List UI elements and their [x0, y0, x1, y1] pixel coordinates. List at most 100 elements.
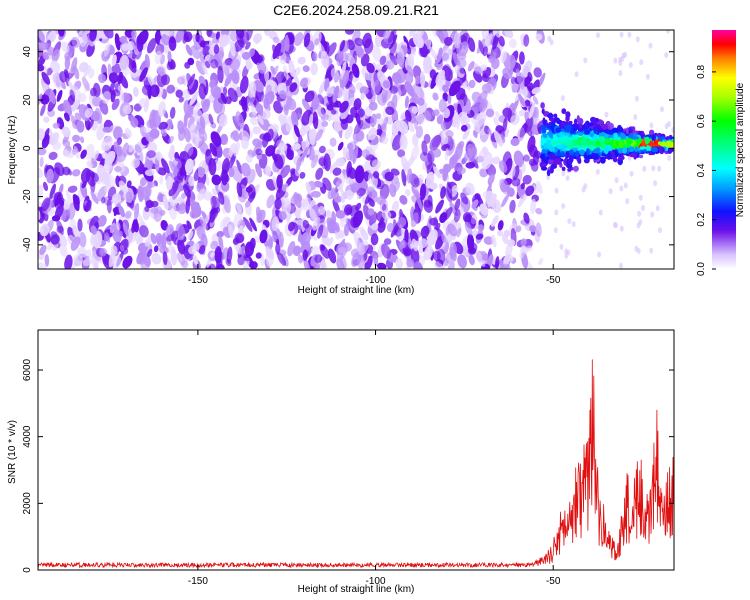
heatmap-cell [435, 51, 443, 65]
heatmap-cell [250, 102, 256, 117]
heatmap-cell [347, 167, 357, 180]
heatmap-cell [411, 133, 419, 147]
heatmap-cell [395, 258, 404, 269]
heatmap-cell [648, 152, 653, 156]
heatmap-cell [190, 45, 201, 60]
heatmap-cell [285, 56, 291, 63]
x-tick-label: -150 [188, 576, 208, 587]
heatmap-cell [457, 254, 467, 269]
heatmap-cell [383, 238, 392, 245]
heatmap-cell [636, 222, 641, 229]
heatmap-cell [444, 36, 453, 46]
heatmap-cell [332, 167, 342, 176]
heatmap-cell [339, 39, 346, 52]
heatmap-cell [196, 225, 206, 241]
heatmap-cell [457, 57, 467, 68]
colorbar-gradient [712, 30, 736, 269]
heatmap-cell [244, 200, 252, 216]
heatmap-cell [206, 30, 213, 38]
heatmap-cell [415, 75, 421, 85]
heatmap-cell [186, 220, 192, 230]
heatmap-cell [620, 55, 625, 62]
heatmap-cell [373, 255, 379, 267]
heatmap-cell [531, 117, 541, 125]
heatmap-cell [404, 81, 415, 97]
colorbar-tick-label: 0.0 [696, 262, 707, 276]
heatmap-cell [39, 156, 44, 168]
heatmap-cell [214, 246, 222, 264]
heatmap-cell [442, 165, 449, 182]
heatmap-cell [613, 132, 618, 141]
heatmap-cell [564, 252, 569, 259]
heatmap-cell [161, 158, 170, 174]
heatmap-cell [321, 120, 329, 127]
heatmap-cell [38, 147, 47, 156]
heatmap-cell [47, 242, 53, 251]
heatmap-cell [312, 260, 321, 269]
heatmap-cell [170, 248, 178, 266]
heatmap-cell [344, 71, 353, 89]
heatmap-cell [126, 57, 137, 73]
heatmap-cell [468, 79, 476, 89]
heatmap-cell [574, 118, 578, 125]
heatmap-cell [532, 95, 539, 105]
heatmap-cell [361, 149, 370, 158]
heatmap-cell [279, 90, 287, 100]
heatmap-cell [189, 209, 200, 219]
heatmap-cell [438, 98, 447, 113]
heatmap-cell [531, 87, 541, 95]
heatmap-cell [114, 165, 122, 173]
heatmap-cell [344, 126, 353, 140]
heatmap-cell [459, 67, 466, 74]
heatmap-cell [51, 48, 60, 63]
heatmap-cell [293, 71, 300, 88]
heatmap-cell [447, 93, 452, 104]
heatmap-cell [303, 258, 311, 269]
heatmap-cell [381, 243, 392, 260]
heatmap-cell [344, 30, 355, 35]
heatmap-cell [136, 30, 149, 46]
heatmap-cell [502, 234, 509, 245]
heatmap-cell [122, 222, 129, 237]
heatmap-cell [650, 211, 655, 218]
heatmap-cell [68, 202, 76, 220]
heatmap-cell [547, 113, 554, 119]
heatmap-cell [529, 225, 537, 233]
heatmap-cell [596, 32, 600, 39]
heatmap-cell [329, 161, 338, 174]
heatmap-cell [325, 209, 331, 219]
heatmap-cell [157, 167, 167, 176]
heatmap-cell [47, 30, 57, 43]
heatmap-cell [139, 67, 148, 82]
heatmap-cell [310, 154, 319, 169]
heatmap-cell [52, 122, 60, 129]
heatmap-cell [166, 84, 175, 94]
heatmap-cell [356, 254, 365, 269]
heatmap-cell [448, 154, 458, 169]
heatmap-cell [149, 128, 160, 139]
heatmap-cell [249, 217, 257, 232]
heatmap-cell [143, 126, 151, 134]
heatmap-cell [628, 146, 635, 152]
heatmap-cell [638, 194, 643, 201]
heatmap-cell [592, 148, 599, 154]
heatmap-cell [329, 137, 337, 147]
heatmap-cell [475, 233, 484, 240]
heatmap-cell [284, 34, 290, 52]
heatmap-cell [229, 41, 236, 57]
heatmap-cell [615, 140, 620, 146]
heatmap-cell [167, 50, 172, 63]
heatmap-cell [540, 102, 545, 109]
heatmap-cell [72, 134, 81, 143]
heatmap-cell [554, 187, 559, 194]
heatmap-cell [399, 195, 408, 205]
heatmap-cell [312, 111, 319, 130]
heatmap-cell [308, 145, 315, 161]
heatmap-cell [260, 109, 271, 120]
heatmap-cell [77, 218, 83, 232]
heatmap-cell [648, 42, 653, 49]
heatmap-cell [189, 91, 199, 106]
heatmap-cell [287, 221, 296, 232]
heatmap-cell [668, 141, 672, 149]
heatmap-cell [241, 51, 251, 60]
